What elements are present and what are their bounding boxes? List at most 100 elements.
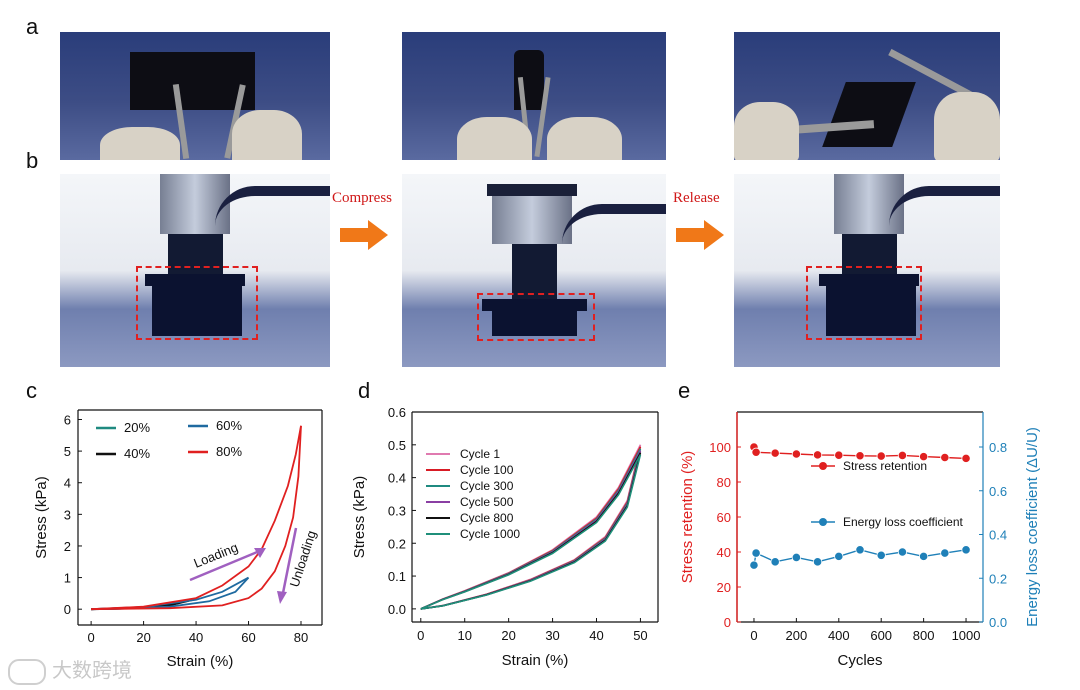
data-point-Stress retention — [812, 450, 823, 460]
legend-label-80%: 80% — [216, 444, 242, 459]
compress-label: Compress — [332, 190, 392, 206]
watermark-text: 大数跨境 — [52, 658, 132, 682]
photo-a-released-fabric — [734, 32, 1000, 160]
x-tick-label: 600 — [870, 628, 892, 643]
sample-highlight-box-initial — [136, 266, 258, 340]
loading-arrow-icon — [189, 548, 263, 582]
data-point-Energy loss coefficient — [812, 557, 823, 567]
data-point-Stress retention — [940, 452, 950, 463]
x-tick-label: 60 — [241, 630, 255, 645]
right-axis-label: Energy loss coefficient (ΔU/U) — [1024, 427, 1041, 627]
loading-curve-Cycle 100 — [420, 446, 642, 610]
legend-swatch-marker-Energy loss coefficient — [819, 518, 827, 526]
release-label: Release — [673, 190, 720, 206]
data-point-Energy loss coefficient — [834, 551, 844, 561]
photo-b-compressed-state — [402, 174, 666, 367]
panel-e-label: e — [678, 378, 691, 403]
sample-highlight-box-compressed — [477, 293, 595, 341]
loading-curve-Cycle 500 — [420, 450, 642, 610]
legend-label-Cycle 1: Cycle 1 — [460, 447, 500, 461]
y-tick-label: 0.6 — [388, 405, 406, 420]
legend-label-Cycle 500: Cycle 500 — [460, 495, 514, 509]
left-tick-label: 40 — [717, 545, 731, 560]
legend-label-Cycle 100: Cycle 100 — [460, 463, 514, 477]
x-tick-label: 40 — [589, 628, 603, 643]
right-tick-label: 0.4 — [989, 528, 1007, 543]
left-tick-label: 0 — [724, 615, 731, 630]
y-tick-label: 0.3 — [388, 503, 406, 518]
data-point-Energy loss coefficient — [791, 552, 801, 563]
left-axis-label: Stress retention (%) — [679, 451, 696, 584]
unloading-curve-Cycle 1 — [420, 444, 642, 610]
data-point-Stress retention — [770, 448, 780, 458]
legend-label-20%: 20% — [124, 420, 150, 435]
unloading-curve-Cycle 1000 — [420, 454, 642, 610]
left-tick-label: 60 — [717, 510, 731, 525]
data-point-Stress retention — [897, 450, 908, 461]
x-tick-label: 200 — [786, 628, 808, 643]
x-tick-label: 0 — [750, 628, 757, 643]
y-tick-label: 0.1 — [388, 569, 406, 584]
chart-d-stress-strain-cycles: 0 10 20 30 40 50 0.0 0.1 0.2 0.3 0.4 0.5 0.6 Strain (… — [351, 405, 659, 669]
x-tick-label: 80 — [294, 630, 308, 645]
data-point-Stress retention — [834, 450, 844, 460]
x-tick-label: 0 — [88, 630, 95, 645]
y-tick-label: 0.4 — [388, 471, 406, 486]
left-tick-label: 20 — [717, 580, 731, 595]
left-tick-label: 80 — [717, 475, 731, 490]
loading-curve-Cycle 1 — [420, 444, 642, 610]
legend-label-40%: 40% — [124, 446, 150, 461]
loading-arrowhead-icon — [254, 548, 266, 558]
legend-label-Cycle 1000: Cycle 1000 — [460, 527, 520, 541]
x-tick-label: 40 — [189, 630, 203, 645]
unloading-annotation: Unloading — [287, 529, 319, 589]
right-tick-label: 0.2 — [989, 571, 1007, 586]
data-point-Stress retention — [855, 451, 865, 461]
data-point-Energy loss coefficient — [961, 545, 971, 555]
right-tick-label: 0.6 — [989, 484, 1007, 499]
chart-c-stress-strain-strains: 0 20 40 60 80 0 1 2 3 4 5 6 Strain (%) Stress (kPa) 20… — [33, 409, 323, 670]
sample-highlight-box-released — [806, 266, 922, 340]
unloading-arrowhead-icon — [277, 591, 287, 604]
right-tick-label: 0.0 — [989, 615, 1007, 630]
x-tick-label: 1000 — [952, 628, 981, 643]
data-point-Stress retention — [791, 449, 801, 459]
y-tick-label: 2 — [64, 539, 71, 554]
watermark-logo-icon — [8, 658, 46, 685]
unloading-arrow-icon — [280, 527, 298, 599]
x-tick-label: 800 — [913, 628, 935, 643]
panel-d-label: d — [358, 378, 371, 403]
loading-curve-Cycle 800 — [420, 452, 642, 610]
x-tick-label: 400 — [828, 628, 850, 643]
data-point-Energy loss coefficient — [770, 557, 780, 567]
panel-a-label: a — [26, 14, 39, 39]
data-point-Stress retention — [919, 452, 929, 462]
legend-label-Stress retention: Stress retention — [843, 459, 927, 473]
data-point-Energy loss coefficient — [855, 545, 865, 555]
chart-e-cycling-stability: 0 200 400 600 800 1000 0 20 40 60 80 100 0.0 0.2 0.4 0.… — [679, 411, 1041, 669]
y-tick-label: 1 — [64, 571, 71, 586]
x-axis-label: Strain (%) — [167, 653, 234, 670]
loading-curve-Cycle 1000 — [420, 454, 642, 610]
y-tick-label: 0.0 — [388, 602, 406, 617]
y-tick-label: 6 — [64, 412, 71, 427]
x-tick-label: 30 — [545, 628, 559, 643]
y-tick-label: 5 — [64, 444, 71, 459]
x-tick-label: 20 — [501, 628, 515, 643]
loading-curve-Cycle 300 — [420, 448, 642, 610]
loading-curve-80% — [91, 425, 302, 611]
unloading-curve-Cycle 500 — [420, 450, 642, 610]
panel-b-label: b — [26, 148, 39, 173]
unloading-curve-Cycle 300 — [420, 448, 642, 610]
photo-b-released-state — [734, 174, 1000, 367]
data-point-Stress retention — [751, 447, 761, 457]
y-tick-label: 0.2 — [388, 536, 406, 551]
watermark: 大数跨境 — [8, 654, 132, 685]
left-tick-label: 100 — [709, 440, 731, 455]
unloading-curve-80% — [91, 425, 302, 611]
y-tick-label: 0 — [64, 602, 71, 617]
x-tick-label: 50 — [633, 628, 647, 643]
y-tick-label: 3 — [64, 507, 71, 522]
x-tick-label: 0 — [417, 628, 424, 643]
data-point-Energy loss coefficient — [897, 547, 908, 557]
